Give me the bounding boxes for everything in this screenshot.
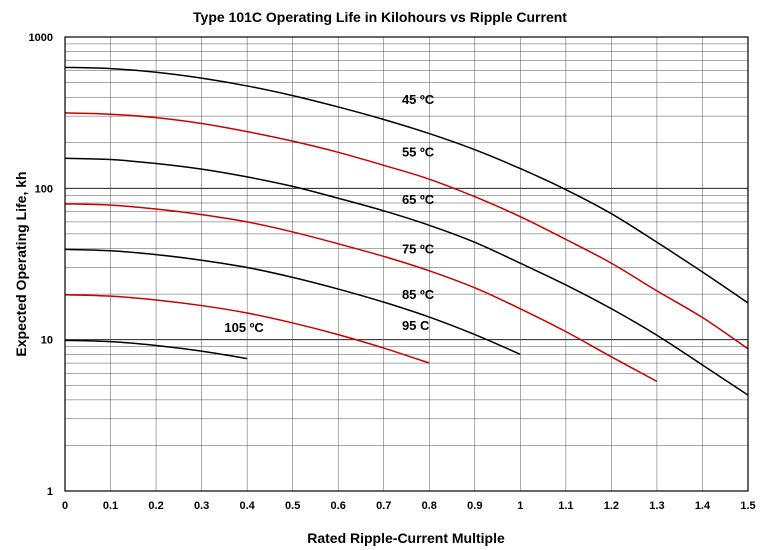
y-tick-label: 100 [35,183,53,195]
x-tick-label: 0.9 [467,500,482,512]
x-tick-label: 0.3 [194,500,209,512]
x-tick-label: 1.4 [695,500,711,512]
curve-label-6: 105 ºC [224,320,264,335]
series-line-0 [64,66,749,304]
series-line-4 [64,248,521,356]
x-tick-label: 1.5 [740,500,755,512]
x-tick-label: 0.5 [285,500,300,512]
curve-label-3: 75 ºC [402,242,435,257]
series-line-2 [64,157,749,396]
grid-layer [65,37,748,491]
chart-title: Type 101C Operating Life in Kilohours vs… [193,9,567,25]
x-tick-label: 0 [62,500,68,512]
curve-label-4: 85 ºC [402,287,435,302]
series-layer [64,66,749,396]
y-axis-ticks: 1 10 100 1000 [29,32,53,498]
x-tick-label: 1.1 [558,500,573,512]
y-tick-label: 1000 [29,32,53,44]
curve-label-2: 65 ºC [402,192,435,207]
x-tick-label: 0.6 [331,500,346,512]
x-tick-label: 0.2 [148,500,163,512]
y-tick-label: 10 [41,335,53,347]
y-axis-label: Expected Operating Life, kh [13,171,29,356]
x-axis-ticks: 0 0.1 0.2 0.3 0.4 0.5 0.6 0.7 0.8 0.9 1 1.1 1.2 1.3 1.… [62,500,756,512]
plot-area [64,36,749,492]
series-line-5 [64,294,430,364]
x-tick-label: 0.8 [422,500,437,512]
curve-label-0: 45 ºC [402,92,435,107]
series-line-6 [64,339,248,360]
series-line-1 [64,112,749,350]
x-tick-label: 1 [517,500,523,512]
curve-label-5: 95 C [402,318,430,333]
series-line-3 [64,203,658,383]
x-tick-label: 0.4 [239,500,255,512]
curve-labels-layer: 45 ºC 55 ºC 65 ºC 75 ºC 85 ºC 95 C 105 ºC [224,92,434,335]
x-tick-label: 1.3 [649,500,664,512]
x-tick-label: 0.7 [376,500,391,512]
x-tick-label: 1.2 [604,500,619,512]
x-axis-label: Rated Ripple-Current Multiple [307,530,505,546]
y-tick-label: 1 [47,486,53,498]
x-tick-label: 0.1 [103,500,118,512]
curve-label-1: 55 ºC [402,145,435,160]
